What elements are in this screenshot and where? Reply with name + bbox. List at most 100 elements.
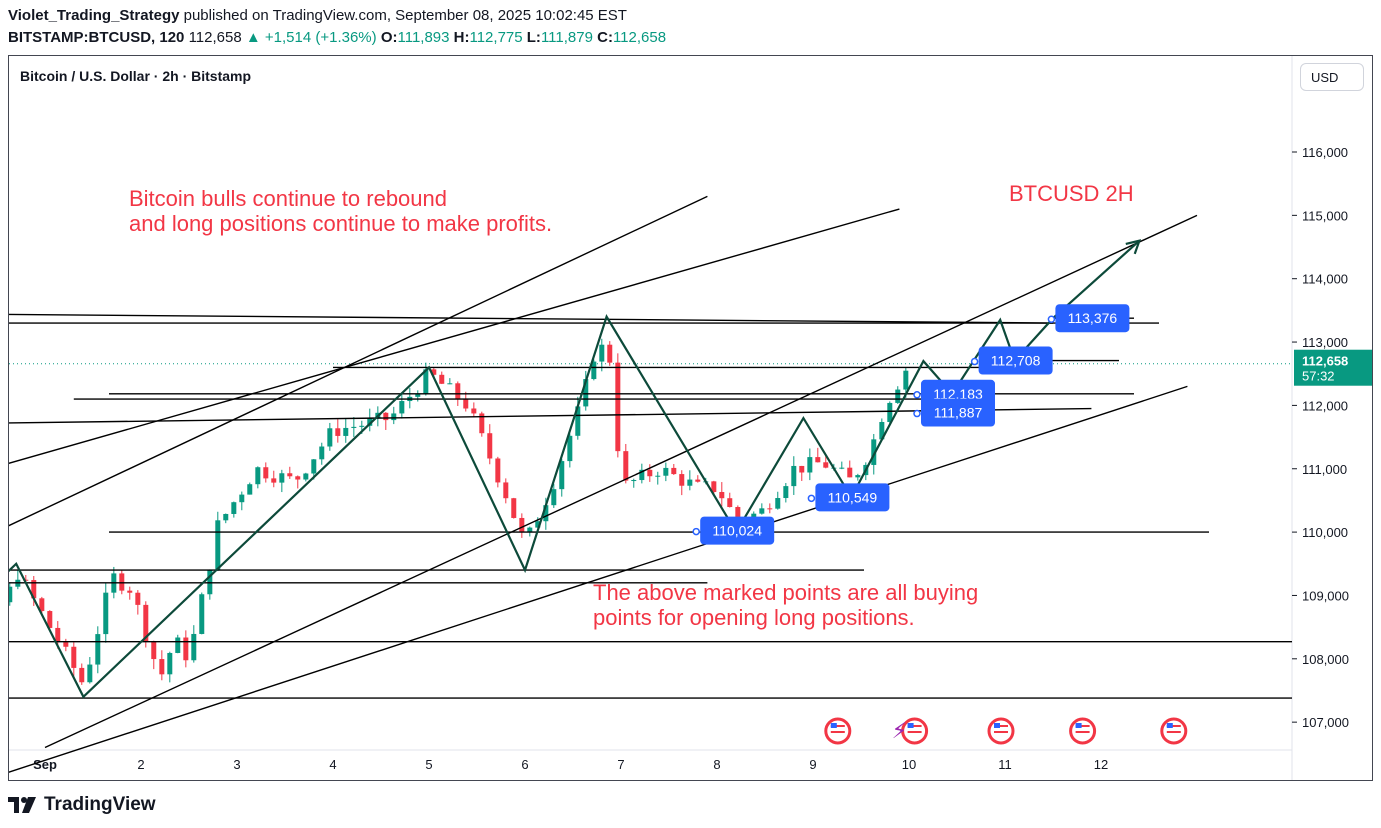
x-tick-label: 4	[329, 757, 336, 772]
flag-canton	[830, 723, 837, 728]
candle-body	[31, 580, 37, 599]
candle-body	[327, 428, 333, 447]
candle-body	[767, 508, 773, 510]
candle-body	[647, 469, 653, 477]
candle-body	[631, 480, 637, 482]
candle-body	[823, 462, 829, 468]
candle-body	[535, 521, 541, 528]
change-value: +1,514 (+1.36%)	[264, 29, 377, 46]
candle-body	[215, 520, 221, 570]
annotation-line-2: and long positions continue to make prof…	[129, 211, 553, 236]
tag-anchor-dot	[807, 494, 816, 503]
chart-canvas[interactable]: 116,000 115,000 114,000 113,000 112,000 111,0…	[9, 56, 1373, 781]
candle-body	[127, 590, 133, 593]
projection-arrow-head	[1125, 239, 1142, 255]
candle-body	[287, 473, 293, 477]
candle-body	[471, 408, 477, 414]
trend-line	[9, 407, 1092, 424]
candle-body	[135, 592, 141, 605]
candle-body	[871, 439, 877, 465]
candle-body	[895, 389, 901, 403]
candle-body	[559, 461, 565, 490]
candle-body	[615, 362, 621, 452]
candle-body	[799, 465, 805, 473]
currency-button[interactable]: USD	[1300, 63, 1364, 91]
price-tag-box	[921, 398, 995, 427]
candle-body	[639, 469, 645, 481]
candle-body	[183, 637, 189, 661]
high-label: H:	[453, 29, 470, 46]
flag-canton	[1166, 723, 1173, 728]
flag-canton	[1075, 723, 1082, 728]
candle-body	[319, 446, 325, 460]
candle-body	[567, 435, 573, 462]
candle-body	[295, 476, 301, 480]
flag-canton	[994, 723, 1000, 728]
candle-body	[279, 473, 285, 483]
close-value: 112,658	[612, 29, 667, 46]
tradingview-logo[interactable]: TradingView	[8, 794, 156, 816]
candle-body	[95, 634, 101, 665]
candle-body	[847, 467, 853, 478]
flag-stripe	[907, 731, 922, 733]
candle-body	[479, 413, 485, 434]
candle-body	[103, 592, 109, 635]
x-tick-label: Sep	[33, 757, 57, 772]
tag-anchor-dot	[913, 391, 921, 399]
trend-line	[9, 208, 900, 464]
candle-body	[655, 475, 661, 477]
flag-stripe	[994, 725, 1008, 727]
chart-pane[interactable]: 116,000 115,000 114,000 113,000 112,000 111,0…	[8, 55, 1373, 781]
x-tick-label: 2	[137, 757, 144, 772]
candle-body	[463, 399, 469, 409]
candle-body	[815, 457, 821, 463]
annotation-top: Bitcoin bulls continue to rebound and lo…	[129, 186, 552, 236]
y-tick-label: 113,000	[1302, 335, 1348, 350]
open-label: O:	[380, 29, 398, 46]
candle-body	[487, 433, 493, 459]
y-tick-label: 115,000	[1302, 208, 1348, 223]
candle-body	[879, 421, 885, 440]
current-price-badge	[1294, 349, 1372, 386]
candle-body	[519, 517, 525, 533]
candle-body	[735, 507, 741, 520]
y-tick-label: 112,000	[1302, 398, 1348, 413]
trend-line	[9, 195, 708, 527]
candle-body	[231, 502, 237, 514]
price-tag-label: 113,376	[1068, 310, 1118, 326]
candle-body	[255, 467, 261, 485]
candle-body	[551, 489, 557, 506]
candle-body	[447, 383, 453, 385]
flag-stripe	[1166, 725, 1181, 727]
x-tick-label: 5	[425, 757, 432, 772]
candle-body	[23, 579, 29, 581]
flag-stripe	[830, 731, 845, 733]
annotation-line-3: The above marked points are all buying	[593, 580, 979, 605]
author-name[interactable]: Violet_Trading_Strategy	[8, 7, 180, 24]
candle-body	[423, 369, 429, 395]
candle-body	[303, 473, 309, 480]
candle-body	[623, 451, 629, 481]
y-tick-label: 114,000	[1302, 272, 1348, 287]
price-tag-box	[1055, 304, 1130, 333]
candle-body	[511, 498, 517, 518]
candle-body	[271, 478, 277, 483]
candle-body	[71, 646, 77, 668]
candle-body	[383, 412, 389, 421]
candle-body	[9, 586, 13, 603]
flag-stripe	[1166, 731, 1181, 733]
price-tag-label: 111,887	[934, 405, 983, 421]
candle-body	[223, 513, 229, 521]
candle-body	[167, 652, 173, 675]
candle-body	[439, 374, 445, 384]
dividend-event-icon: ⚡	[892, 718, 907, 743]
candle-body	[367, 417, 373, 426]
candle-body	[263, 467, 269, 479]
x-tick-label: 9	[809, 757, 816, 772]
candle-body	[575, 406, 581, 436]
flag-stripe	[830, 725, 845, 727]
candle-body	[119, 573, 125, 591]
candle-body	[711, 481, 717, 492]
candle-body	[679, 474, 685, 486]
x-tick-label: 7	[617, 757, 624, 772]
